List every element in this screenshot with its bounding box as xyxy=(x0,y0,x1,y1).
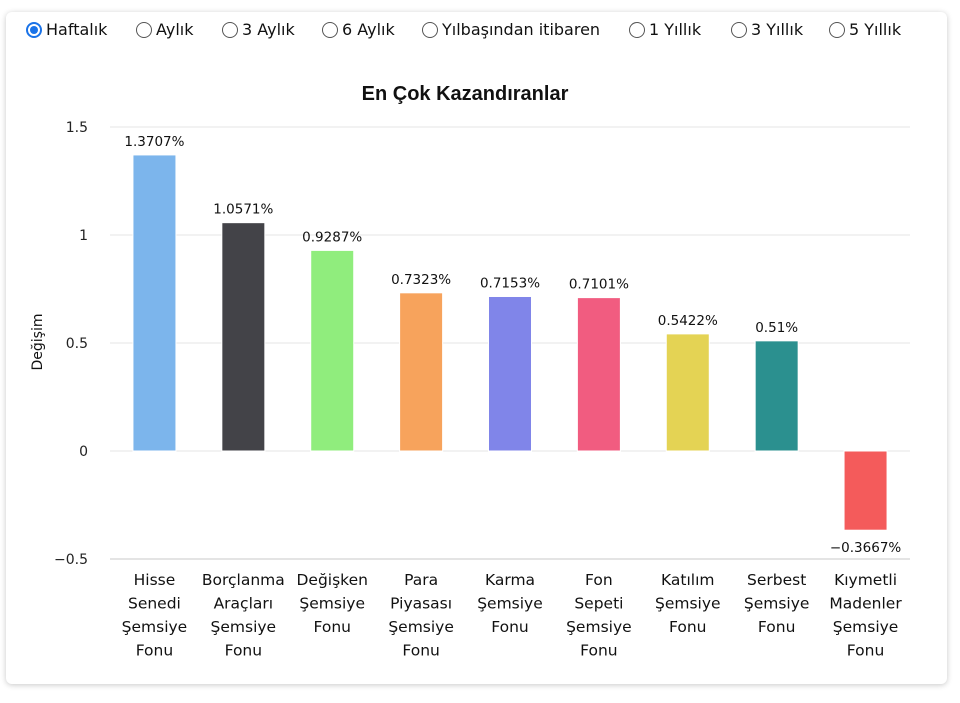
x-axis-category-label: Katılım xyxy=(661,571,715,589)
period-option-3[interactable]: 6 Aylık xyxy=(322,20,395,39)
y-tick-label: 1 xyxy=(79,228,88,244)
x-axis-category-label: Borçlanma xyxy=(202,571,285,589)
x-axis-category-label: Piyasası xyxy=(390,595,452,613)
x-axis-category-label: Şemsiye xyxy=(833,618,899,636)
data-label: −0.3667% xyxy=(830,540,902,556)
period-option-label: Haftalık xyxy=(46,20,108,39)
x-axis-category-label: Şemsiye xyxy=(477,595,543,613)
period-option-7[interactable]: 5 Yıllık xyxy=(829,20,901,39)
x-axis-category-label: Şemsiye xyxy=(566,618,632,636)
bar-8[interactable] xyxy=(843,450,888,531)
data-label: 0.5422% xyxy=(658,313,718,329)
data-label: 0.7101% xyxy=(569,277,629,293)
period-option-label: 3 Yıllık xyxy=(751,20,804,39)
data-label: 0.51% xyxy=(755,320,798,336)
radio-circle-icon[interactable] xyxy=(629,21,645,38)
y-axis-label: Değişim xyxy=(30,314,46,371)
bar-4[interactable] xyxy=(488,295,532,452)
bar-1[interactable] xyxy=(221,222,266,452)
x-axis-category-label: Para xyxy=(404,571,438,589)
x-axis-category-label: Fonu xyxy=(313,618,351,636)
period-option-label: Aylık xyxy=(156,20,194,39)
period-option-4[interactable]: Yılbaşından itibaren xyxy=(422,20,600,39)
x-axis-category-label: Şemsiye xyxy=(122,618,188,636)
y-axis-ticks: −0.5 0 0.5 1 1.5 xyxy=(54,120,88,568)
period-option-label: 1 Yıllık xyxy=(649,20,702,39)
radio-circle-icon[interactable] xyxy=(731,21,747,38)
period-option-label: Yılbaşından itibaren xyxy=(442,20,601,39)
y-tick-label: 1.5 xyxy=(66,120,88,136)
data-labels: 1.3707% 1.0571% 0.9287% 0.7323% 0.7153% 0.710… xyxy=(124,134,901,556)
bar-6[interactable] xyxy=(665,333,710,452)
radio-circle-icon[interactable] xyxy=(26,21,42,38)
data-label: 0.7323% xyxy=(391,272,451,288)
x-axis-category-label: Şemsiye xyxy=(388,618,454,636)
period-option-label: 6 Aylık xyxy=(342,20,395,39)
period-option-label: 5 Yıllık xyxy=(849,20,902,39)
chart-title: En Çok Kazandıranlar xyxy=(362,83,569,105)
y-tick-label: 0 xyxy=(79,444,88,460)
y-tick-label: −0.5 xyxy=(54,552,88,568)
x-axis-category-label: Serbest xyxy=(747,571,806,589)
period-option-2[interactable]: 3 Aylık xyxy=(222,20,295,39)
bar-0[interactable] xyxy=(132,154,177,452)
radio-circle-icon[interactable] xyxy=(222,21,238,38)
x-axis-category-label: Şemsiye xyxy=(211,618,277,636)
x-axis-category-label: Senedi xyxy=(128,595,181,613)
bar-5[interactable] xyxy=(576,297,621,452)
period-option-6[interactable]: 3 Yıllık xyxy=(731,20,803,39)
x-axis-category-label: Değişken xyxy=(296,571,367,589)
x-axis-category-label: Fonu xyxy=(758,618,796,636)
period-option-label: 3 Aylık xyxy=(242,20,295,39)
data-label: 1.3707% xyxy=(124,134,184,150)
x-axis-category-label: Fonu xyxy=(580,642,618,660)
x-axis-category-label: Şemsiye xyxy=(744,595,810,613)
period-option-0[interactable]: Haftalık xyxy=(26,20,107,39)
x-axis-category-label: Madenler xyxy=(829,595,902,613)
x-axis-category-label: Fonu xyxy=(402,642,440,660)
x-axis-category-label: Fon xyxy=(585,571,613,589)
x-axis-category-label: Karma xyxy=(485,571,535,589)
radio-circle-icon[interactable] xyxy=(136,21,152,38)
bar-3[interactable] xyxy=(399,292,444,452)
x-axis-category-label: Şemsiye xyxy=(299,595,365,613)
data-label: 1.0571% xyxy=(213,202,273,218)
period-option-5[interactable]: 1 Yıllık xyxy=(629,20,701,39)
period-option-1[interactable]: Aylık xyxy=(136,20,193,39)
radio-circle-icon[interactable] xyxy=(829,21,845,38)
data-label: 0.7153% xyxy=(480,275,540,291)
x-axis-categories: Hisse Senedi Şemsiye Fonu Borçlanma Araçları Ş… xyxy=(122,571,903,660)
radio-circle-icon[interactable] xyxy=(422,21,438,38)
x-axis-category-label: Kıymetli xyxy=(834,571,897,589)
x-axis-category-label: Fonu xyxy=(847,642,885,660)
bars xyxy=(132,154,888,531)
x-axis-category-label: Araçları xyxy=(214,595,273,613)
bar-2[interactable] xyxy=(310,249,355,452)
radio-circle-icon[interactable] xyxy=(322,21,338,38)
x-axis-category-label: Fonu xyxy=(225,642,263,660)
x-axis-category-label: Fonu xyxy=(491,618,529,636)
x-axis-category-label: Şemsiye xyxy=(655,595,721,613)
bar-7[interactable] xyxy=(754,340,799,452)
x-axis-category-label: Sepeti xyxy=(574,595,623,613)
x-axis-category-label: Fonu xyxy=(669,618,707,636)
data-label: 0.9287% xyxy=(302,229,362,245)
x-axis-category-label: Hisse xyxy=(134,571,176,589)
x-axis-category-label: Fonu xyxy=(136,642,174,660)
y-tick-label: 0.5 xyxy=(66,336,88,352)
